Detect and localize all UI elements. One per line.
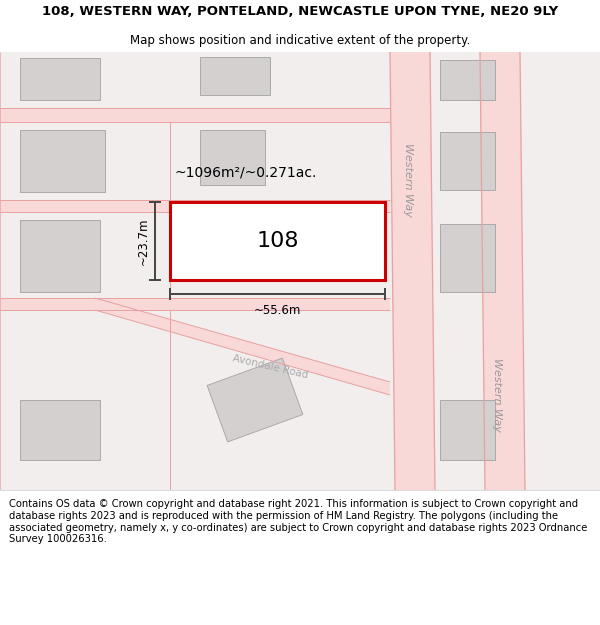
Bar: [440, 224, 495, 292]
Bar: [440, 132, 495, 190]
Bar: [170, 202, 385, 280]
Bar: [255, 230, 303, 272]
Bar: [200, 130, 265, 185]
Text: 108, WESTERN WAY, PONTELAND, NEWCASTLE UPON TYNE, NE20 9LY: 108, WESTERN WAY, PONTELAND, NEWCASTLE U…: [42, 5, 558, 18]
Text: Western Way: Western Way: [403, 143, 413, 217]
Bar: [0, 108, 390, 122]
Text: ~55.6m: ~55.6m: [254, 304, 301, 317]
Text: Map shows position and indicative extent of the property.: Map shows position and indicative extent…: [130, 34, 470, 47]
Bar: [440, 400, 495, 460]
Text: 108: 108: [256, 231, 299, 251]
Bar: [20, 220, 100, 292]
Bar: [200, 57, 270, 95]
Polygon shape: [95, 298, 390, 395]
Bar: [0, 200, 390, 212]
Bar: [20, 400, 100, 460]
Text: ~23.7m: ~23.7m: [137, 217, 150, 265]
Text: ~1096m²/~0.271ac.: ~1096m²/~0.271ac.: [175, 165, 317, 179]
Text: Contains OS data © Crown copyright and database right 2021. This information is : Contains OS data © Crown copyright and d…: [9, 499, 587, 544]
Text: Avondale Road: Avondale Road: [231, 354, 309, 381]
Bar: [207, 358, 303, 442]
Polygon shape: [390, 52, 435, 490]
Bar: [0, 298, 390, 310]
Bar: [20, 58, 100, 100]
Text: Western Way: Western Way: [492, 358, 502, 432]
Bar: [20, 130, 105, 192]
Bar: [440, 60, 495, 100]
Polygon shape: [480, 52, 525, 490]
